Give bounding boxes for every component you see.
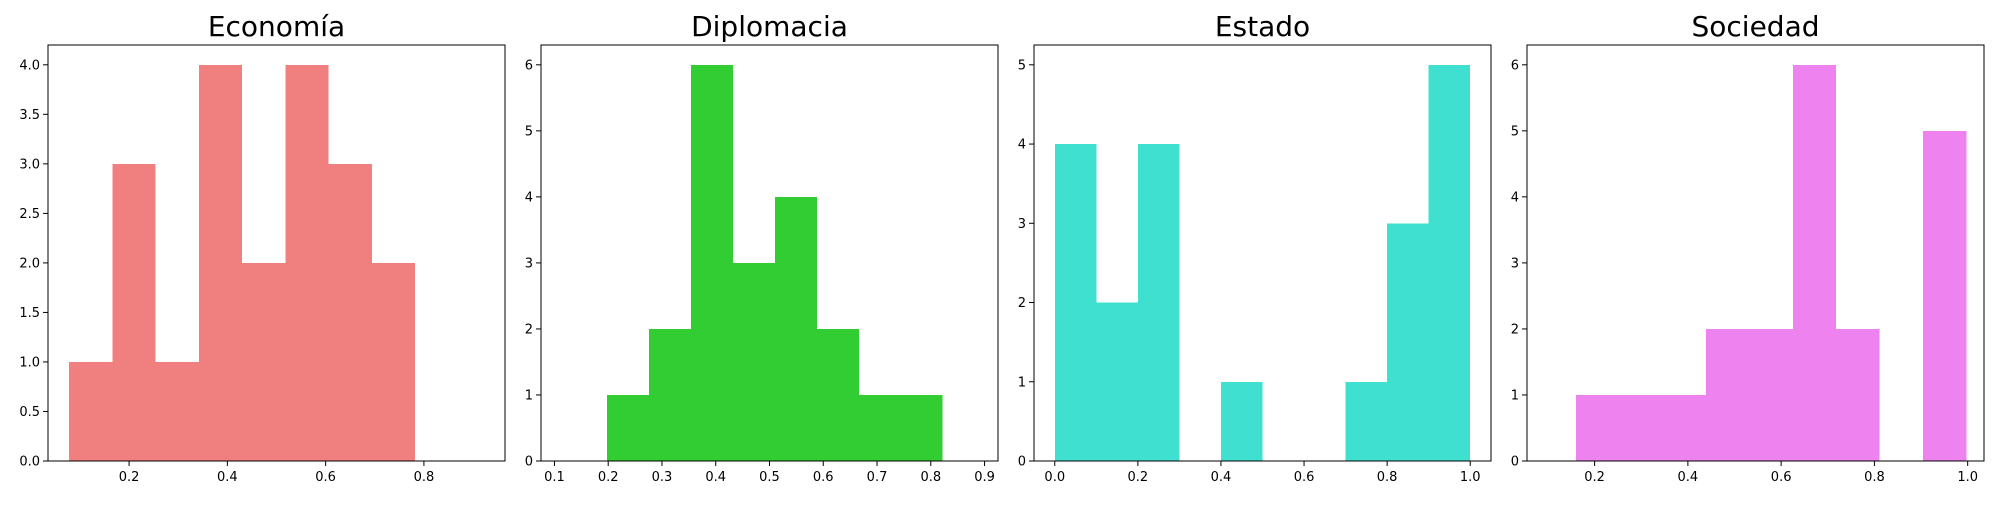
y-tick-label: 5: [1018, 58, 1026, 73]
y-tick-label: 3: [1511, 256, 1519, 271]
histogram-bar: [1220, 381, 1263, 461]
y-tick-label: 2.0: [19, 256, 40, 271]
y-tick-label: 3.0: [19, 157, 40, 172]
histogram-bar: [1836, 328, 1880, 461]
y-tick-label: 4: [525, 190, 533, 205]
histogram-bar: [858, 394, 901, 461]
y-tick-label: 0: [525, 455, 533, 470]
histogram-bar: [1575, 394, 1620, 461]
histogram-bar: [155, 361, 199, 461]
y-tick-label: 0.5: [19, 405, 40, 420]
y-tick-label: 3.5: [19, 108, 40, 123]
histogram-bar: [1792, 64, 1837, 461]
y-tick-label: 5: [525, 124, 533, 139]
y-tick-label: 0: [1511, 455, 1519, 470]
histogram-bar: [1922, 130, 1967, 461]
histogram-bar: [1137, 144, 1180, 462]
y-tick-label: 0.0: [19, 455, 40, 470]
y-tick-label: 4.0: [19, 58, 40, 73]
subplot-economia: Economía 0.2 0.4 0.6 0.8 0.0 0.5 1.0 1.5 2.0 2.5 3…: [19, 10, 506, 485]
x-tick-label: 0.8: [1377, 470, 1398, 485]
chart-title: Sociedad: [1691, 10, 1819, 43]
histogram-bar: [1054, 144, 1097, 462]
histogram-bar: [1096, 302, 1138, 461]
subplot-sociedad: Sociedad 0.2 0.4 0.6 0.8 1.0 0 1 2 3 4 5 6: [1511, 10, 1985, 485]
histogram-bar: [112, 163, 156, 462]
histogram-bar: [1345, 381, 1388, 461]
y-tick-label: 1.0: [19, 355, 40, 370]
x-tick-label: 1.0: [1957, 470, 1978, 485]
histogram-bar: [649, 328, 692, 461]
chart-title: Economía: [208, 10, 345, 43]
y-tick-label: 2: [1511, 322, 1519, 337]
histogram-bar: [691, 64, 733, 461]
histogram-bar: [1662, 394, 1707, 461]
subplot-estado: Estado 0.0 0.2 0.4 0.6 0.8 1.0 0 1 2 3 4 5: [1018, 10, 1492, 485]
histogram-bar: [1749, 328, 1793, 461]
histogram-bar: [1428, 64, 1471, 461]
x-tick-label: 0.6: [813, 470, 834, 485]
x-tick-label: 0.2: [1584, 470, 1605, 485]
histogram-bar: [371, 262, 416, 461]
histogram-bar: [774, 196, 817, 461]
x-tick-label: 0.4: [1678, 470, 1699, 485]
x-tick-label: 0.6: [1294, 470, 1315, 485]
histogram-bar: [69, 361, 113, 461]
histogram-bar: [607, 394, 650, 461]
x-tick-label: 0.2: [119, 470, 140, 485]
x-tick-label: 0.0: [1044, 470, 1065, 485]
histogram-bar: [328, 163, 372, 462]
histogram-bar: [285, 64, 329, 461]
x-tick-label: 0.7: [867, 470, 888, 485]
subplot-diplomacia: Diplomacia 0.1 0.2 0.3 0.4 0.5 0.6 0.7 0.8 0.9 0 1…: [525, 10, 999, 485]
x-tick-label: 0.4: [1211, 470, 1232, 485]
y-tick-label: 1: [1511, 388, 1519, 403]
y-tick-label: 2: [1018, 296, 1026, 311]
histogram-bar: [1387, 223, 1429, 461]
histogram-bar: [1706, 328, 1750, 461]
y-tick-label: 4: [1511, 190, 1519, 205]
y-tick-label: 4: [1018, 138, 1026, 153]
x-tick-label: 0.2: [598, 470, 619, 485]
x-tick-label: 0.9: [974, 470, 995, 485]
histogram-bar: [900, 394, 943, 461]
y-tick-label: 1.5: [19, 306, 40, 321]
x-tick-label: 0.2: [1128, 470, 1149, 485]
axes-frame: [47, 44, 506, 462]
histogram-bar: [732, 262, 775, 461]
x-tick-label: 0.8: [920, 470, 941, 485]
y-tick-label: 0: [1018, 455, 1026, 470]
x-tick-label: 0.4: [705, 470, 726, 485]
y-tick-label: 2: [525, 322, 533, 337]
chart-title: Estado: [1215, 10, 1310, 43]
y-tick-label: 3: [1018, 217, 1026, 232]
x-tick-label: 0.8: [414, 470, 435, 485]
chart-title: Diplomacia: [691, 10, 848, 43]
x-tick-label: 0.8: [1864, 470, 1885, 485]
x-tick-label: 0.1: [544, 470, 565, 485]
x-tick-label: 0.4: [217, 470, 238, 485]
x-tick-label: 0.5: [759, 470, 780, 485]
y-tick-label: 1: [525, 388, 533, 403]
x-tick-label: 1.0: [1460, 470, 1481, 485]
x-tick-label: 0.6: [315, 470, 336, 485]
y-tick-label: 6: [1511, 58, 1519, 73]
axes-frame: [1526, 44, 1985, 462]
x-tick-label: 0.3: [652, 470, 673, 485]
y-tick-label: 3: [525, 256, 533, 271]
histogram-bar: [816, 328, 859, 461]
histogram-bar: [242, 262, 286, 461]
histogram-bar: [198, 64, 243, 461]
histogram-bar: [1619, 394, 1663, 461]
y-tick-label: 5: [1511, 124, 1519, 139]
y-tick-label: 2.5: [19, 207, 40, 222]
y-tick-label: 1: [1018, 375, 1026, 390]
axes-frame: [1033, 44, 1492, 462]
y-tick-label: 6: [525, 58, 533, 73]
x-tick-label: 0.6: [1771, 470, 1792, 485]
